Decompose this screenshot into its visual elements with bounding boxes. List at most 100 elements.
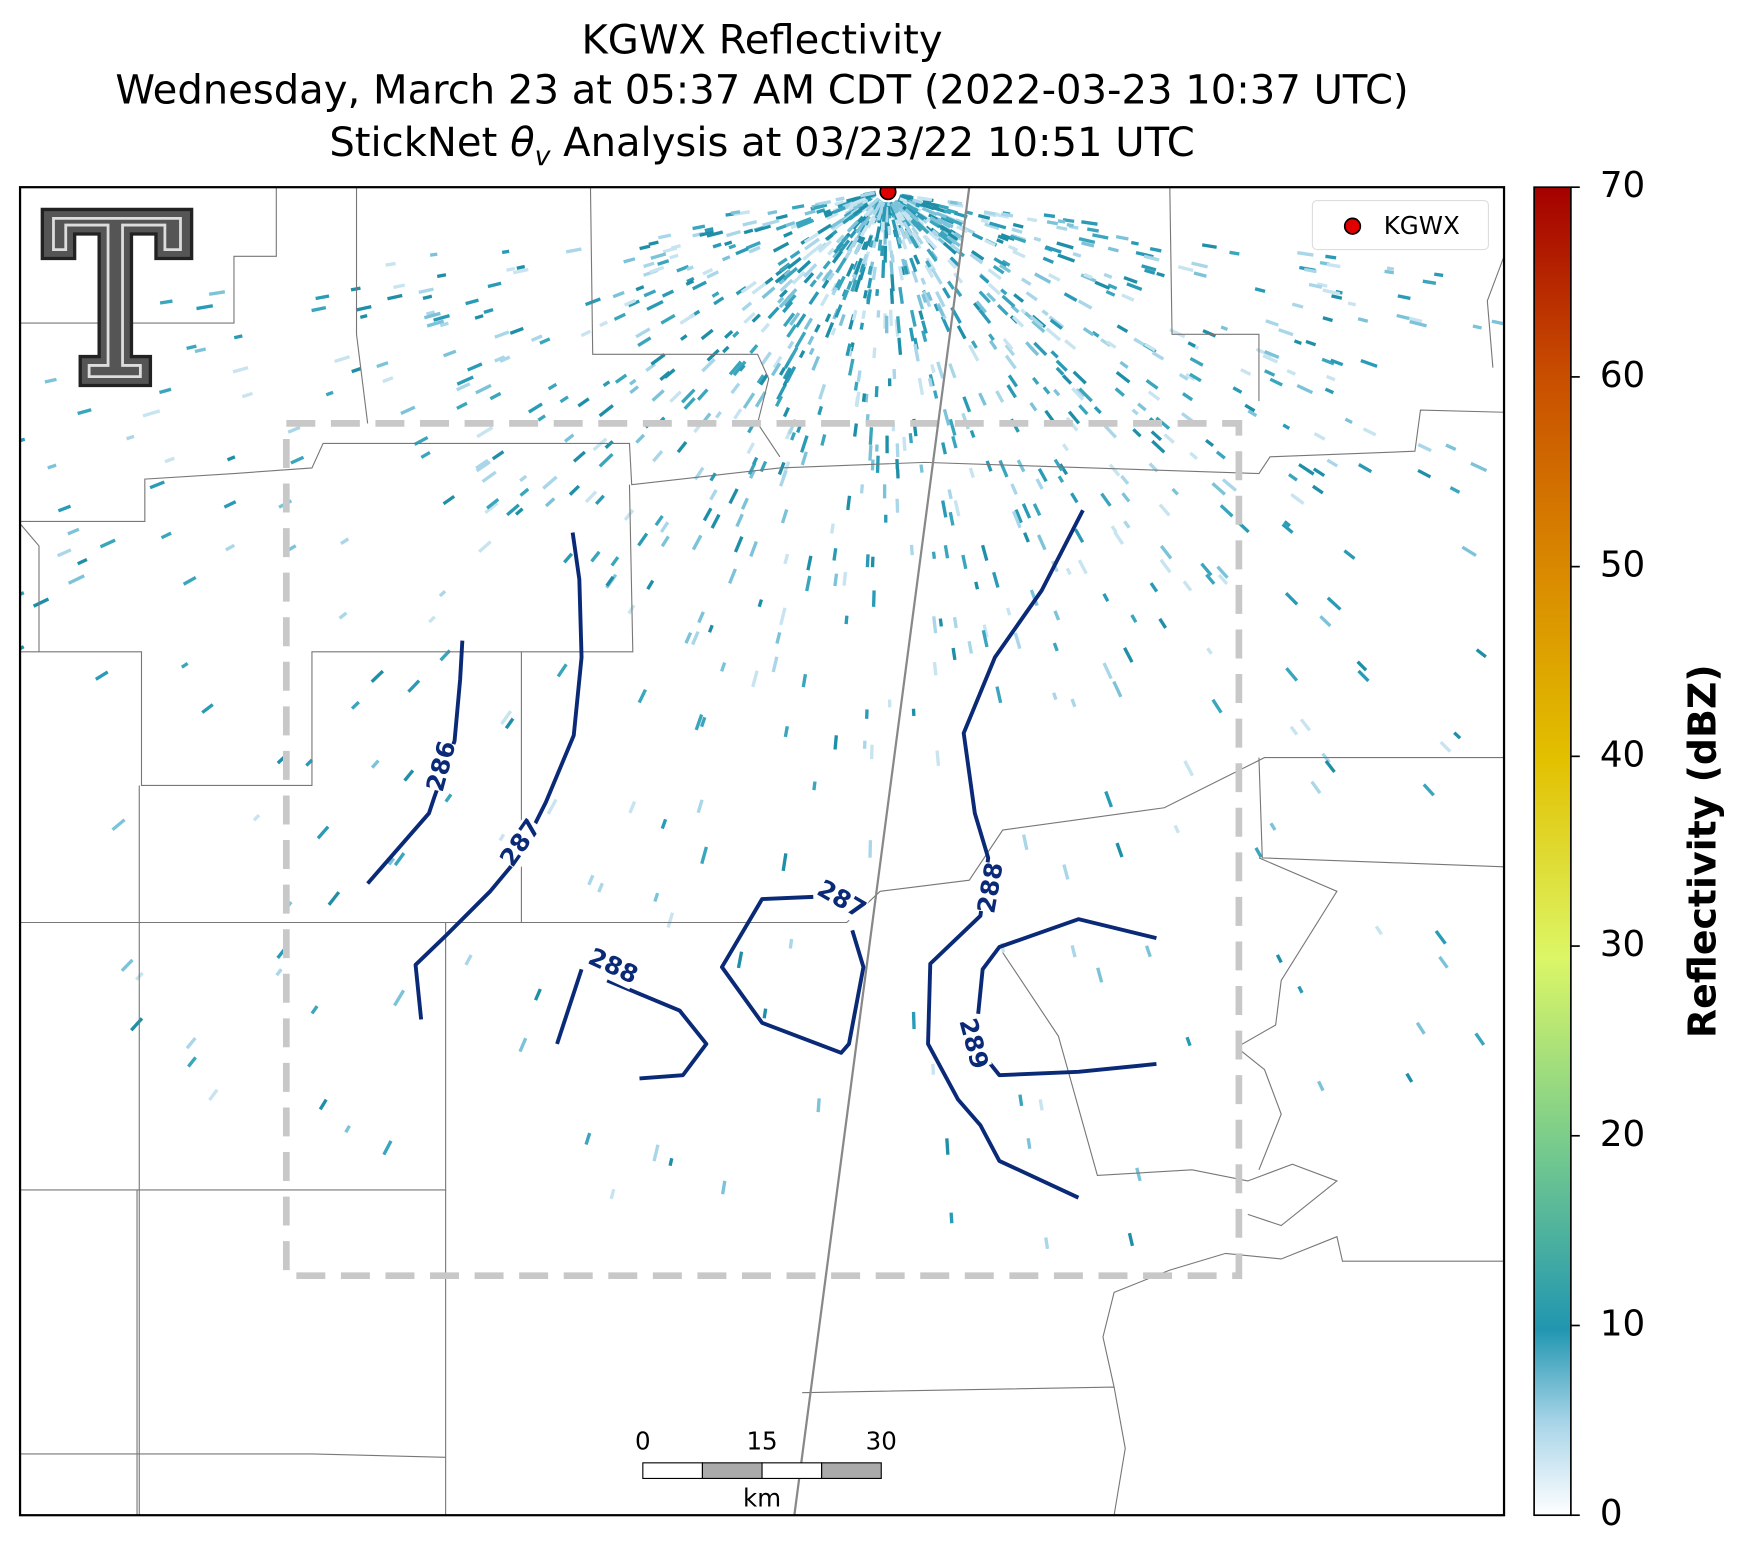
radar-echo — [623, 298, 636, 307]
radar-echo — [803, 263, 818, 278]
radar-echo — [1144, 945, 1152, 958]
radar-echo — [834, 304, 843, 318]
radar-echo — [1313, 432, 1326, 441]
radar-echo — [1150, 430, 1163, 442]
radar-echo — [1158, 617, 1168, 629]
radar-echo — [1158, 503, 1171, 517]
radar-echo — [948, 418, 957, 436]
radar-echo — [1012, 222, 1024, 229]
title-subscript: v — [535, 141, 552, 172]
radar-echo — [99, 538, 116, 549]
radar-echo — [559, 395, 569, 404]
radar-echo — [958, 224, 976, 235]
radar-echo — [844, 615, 849, 625]
radar-echo — [1282, 423, 1291, 430]
radar-echo — [1107, 283, 1118, 291]
radar-echo — [614, 373, 628, 384]
radar-echo — [1077, 559, 1088, 575]
colorbar-tick-label: 60 — [1600, 355, 1645, 396]
radar-echo — [728, 243, 737, 250]
radar-echo — [1281, 523, 1294, 534]
radar-echo — [1229, 250, 1240, 256]
radar-echo — [1240, 368, 1252, 376]
radar-echo — [1033, 341, 1048, 357]
radar-echo — [597, 882, 604, 893]
radar-echo — [1053, 610, 1061, 621]
radar-echo — [420, 451, 431, 459]
radar-echo — [676, 440, 688, 454]
contour — [984, 1057, 1157, 1078]
radar-echo — [868, 840, 873, 858]
radar-echo — [824, 211, 833, 218]
radar-echo — [980, 218, 989, 224]
radar-echo — [902, 436, 907, 451]
radar-echo — [208, 1088, 219, 1102]
radar-echo — [676, 264, 690, 273]
radar-echo — [1065, 567, 1072, 576]
radar-echo — [818, 383, 827, 400]
radar-echo — [842, 212, 857, 225]
radar-echo — [749, 469, 756, 479]
radar-echo — [787, 340, 795, 350]
radar-echo — [305, 758, 314, 767]
radar-echo — [926, 291, 933, 302]
radar-echo — [1312, 467, 1326, 478]
radar-echo — [696, 388, 709, 401]
radar-echo — [930, 267, 943, 285]
radar-echo — [951, 647, 957, 661]
radar-echo — [1078, 236, 1096, 244]
title-line3: StickNet θv Analysis at 03/23/22 10:51 U… — [329, 120, 1194, 172]
radar-echo — [1141, 264, 1157, 272]
radar-echo — [429, 252, 438, 257]
radar-echo — [986, 292, 997, 303]
radar-echo — [355, 304, 372, 312]
radar-echo — [516, 264, 526, 270]
radar-echo — [942, 241, 957, 255]
radar-echo — [376, 361, 389, 369]
radar-echo — [1409, 320, 1427, 328]
radar-echo — [1133, 337, 1145, 347]
radar-echo — [710, 513, 721, 529]
radar-echo — [790, 431, 797, 441]
radar-echo — [813, 204, 825, 211]
radar-echo — [835, 196, 845, 202]
radar-echo — [598, 404, 614, 418]
radar-echo — [1317, 1080, 1325, 1092]
radar-echo — [749, 344, 759, 355]
radar-echo — [623, 509, 635, 521]
radar-echo — [903, 265, 909, 275]
radar-echo — [1120, 474, 1130, 485]
radar-echo — [779, 262, 791, 273]
radar-echo — [885, 435, 889, 454]
radar-echo — [1244, 403, 1256, 413]
radar-echo — [901, 194, 914, 200]
radar-echo — [905, 203, 918, 213]
radar-echo — [1086, 227, 1099, 233]
radar-echo — [938, 618, 943, 627]
radar-echo — [1321, 357, 1335, 366]
radar-echo — [659, 521, 670, 533]
radar-echo — [696, 799, 704, 814]
radar-echo — [850, 279, 858, 293]
radar-echo — [846, 220, 859, 233]
radar-echo — [791, 270, 806, 285]
radar-echo — [924, 264, 935, 279]
radar-echo — [1006, 607, 1012, 616]
radar-echo — [1132, 428, 1142, 438]
radar-echo — [509, 326, 524, 335]
radar-echo — [691, 280, 707, 291]
radar-echo — [648, 240, 659, 246]
radar-echo — [869, 239, 875, 248]
radar-echo — [822, 260, 831, 270]
radar-echo — [992, 571, 1000, 588]
radar-echo — [730, 210, 741, 215]
radar-echo — [909, 235, 918, 248]
radar-echo — [1322, 316, 1333, 323]
radar-echo — [442, 349, 457, 358]
radar-echo — [1173, 824, 1180, 834]
radar-echo — [1324, 387, 1335, 395]
radar-echo — [1284, 592, 1299, 606]
radar-echo — [812, 781, 817, 791]
radar-echo — [111, 818, 126, 832]
radar-echo — [872, 347, 877, 359]
